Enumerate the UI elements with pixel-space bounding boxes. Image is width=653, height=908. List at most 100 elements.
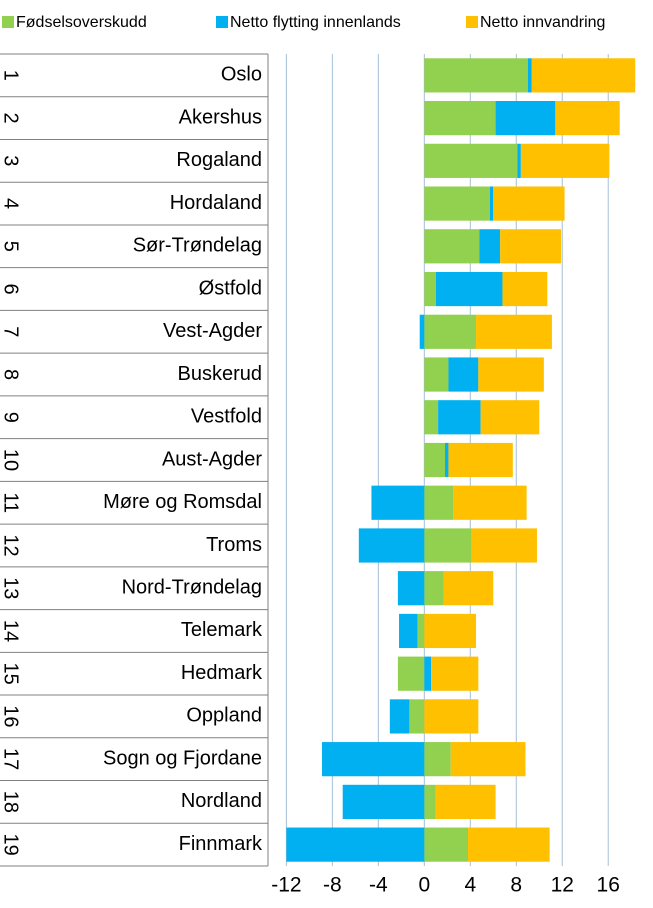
bar-segment [489, 186, 494, 221]
bar-segment [527, 58, 532, 93]
row-number: 2 [0, 113, 22, 124]
row-number: 19 [0, 834, 22, 856]
bar-segment [467, 827, 550, 862]
x-tick-label: 16 [597, 874, 620, 897]
bar-segment [480, 400, 540, 435]
row-number: 5 [0, 241, 22, 252]
row-number: 16 [0, 705, 22, 727]
bar-segment [479, 229, 501, 264]
bar-segment [424, 58, 528, 93]
bar-segment [424, 485, 454, 520]
bar-segment [453, 485, 527, 520]
row-number: 6 [0, 283, 22, 294]
bar-segment [424, 314, 477, 349]
bar-segment [322, 742, 425, 777]
bar-segment [424, 613, 477, 649]
bar-segment [438, 400, 481, 435]
bar-segment [417, 613, 425, 649]
bar-segment [445, 442, 449, 478]
x-tick-label: 8 [510, 874, 522, 897]
category-label: Finnmark [179, 833, 263, 855]
row-number: 13 [0, 577, 22, 599]
bar-segment [419, 314, 425, 349]
bar-segment [435, 784, 496, 819]
row-number: 3 [0, 155, 22, 166]
bar-segment [476, 314, 552, 349]
bar-segment [424, 742, 451, 777]
category-label: Vestfold [191, 406, 262, 428]
bar-segment [495, 101, 556, 136]
x-tick-label: -12 [271, 874, 301, 897]
bar-segment [424, 229, 480, 264]
bar-segment [399, 613, 418, 649]
bar-segment [389, 699, 410, 734]
category-label: Akershus [179, 106, 262, 128]
bar-segment [493, 186, 565, 221]
x-tick-label: -4 [369, 874, 388, 897]
row-number: 11 [0, 492, 22, 513]
row-number: 15 [0, 663, 22, 685]
row-number: 10 [0, 449, 22, 471]
bar-segment [450, 742, 526, 777]
category-label: Hordaland [170, 192, 262, 214]
row-number: 9 [0, 412, 22, 423]
row-number: 1 [0, 70, 22, 81]
legend-label: Netto innvandring [480, 14, 605, 31]
bar-segment [448, 442, 513, 478]
category-label: Sogn og Fjordane [103, 747, 262, 769]
bar-segment [500, 229, 562, 264]
bar-segment [424, 442, 446, 478]
bar-segment [409, 699, 425, 734]
legend-label: Fødselsoverskudd [16, 14, 147, 31]
x-tick-label: -8 [323, 874, 342, 897]
category-label: Troms [206, 534, 262, 556]
bar-segment [531, 58, 636, 93]
bar-segment [424, 271, 436, 307]
bar-segment [424, 143, 518, 178]
row-number: 8 [0, 369, 22, 380]
bar-segment [448, 357, 479, 392]
row-number: 7 [0, 326, 22, 337]
category-label: Vest-Agder [163, 320, 262, 342]
category-label: Sør-Trøndelag [133, 235, 262, 257]
legend-label: Netto flytting innenlands [230, 14, 401, 31]
bar-segment [397, 656, 425, 691]
bar-segment [502, 271, 548, 307]
category-label: Aust-Agder [162, 448, 262, 470]
category-label: Møre og Romsdal [103, 491, 262, 513]
row-number: 4 [0, 198, 22, 209]
bar-segment [424, 699, 479, 734]
category-label: Nord-Trøndelag [122, 576, 262, 598]
category-label: Østfold [199, 277, 262, 299]
legend-swatch [216, 16, 228, 28]
bar-segment [555, 101, 620, 136]
bar-segment [424, 656, 432, 691]
bar-segment [478, 357, 544, 392]
category-label: Oslo [221, 64, 262, 86]
category-label: Hedmark [181, 662, 263, 684]
bar-segment [424, 101, 496, 136]
category-label: Oppland [186, 705, 262, 727]
bar-segment [424, 528, 472, 563]
bar-segment [471, 528, 537, 563]
legend-swatch [2, 16, 14, 28]
row-number: 18 [0, 791, 22, 813]
x-tick-label: 4 [464, 874, 476, 897]
bar-segment [424, 357, 449, 392]
row-number: 17 [0, 748, 22, 770]
bar-segment [435, 271, 503, 307]
category-label: Rogaland [176, 149, 262, 171]
category-label: Telemark [181, 619, 263, 641]
bar-segment [371, 485, 425, 520]
bar-segment [286, 827, 425, 862]
bar-segment [424, 571, 444, 606]
bar-segment [424, 400, 439, 435]
bar-segment [342, 784, 425, 819]
bar-segment [424, 186, 490, 221]
bar-segment [431, 656, 479, 691]
category-label: Buskerud [178, 363, 263, 385]
x-tick-label: 12 [551, 874, 574, 897]
bar-segment [358, 528, 425, 563]
row-number: 14 [0, 620, 22, 642]
